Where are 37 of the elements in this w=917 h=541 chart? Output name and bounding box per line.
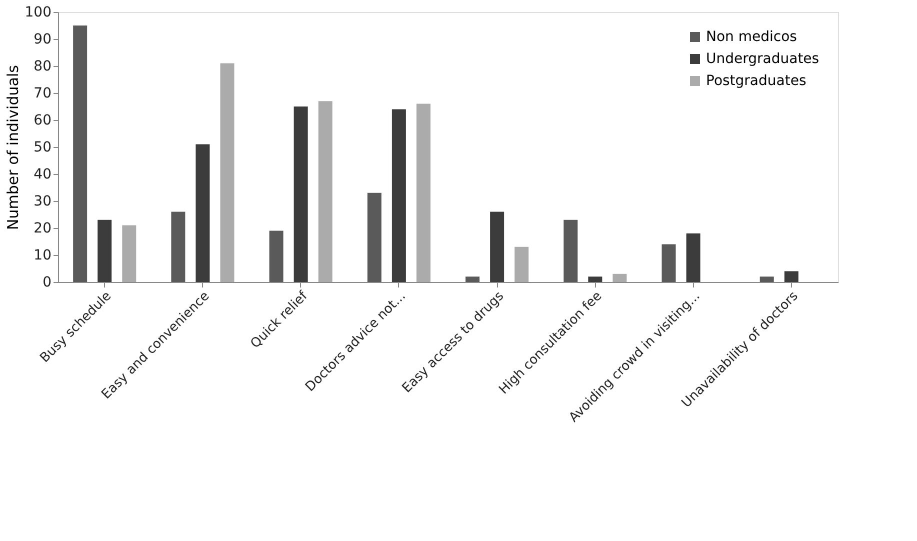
bar	[220, 63, 234, 282]
bar	[367, 192, 382, 282]
legend-label: Postgraduates	[706, 73, 806, 89]
y-tick-label: 90	[34, 32, 52, 48]
y-tick-label: 60	[34, 112, 52, 128]
y-tick-label: 80	[34, 58, 52, 74]
bar	[662, 244, 676, 282]
bar	[98, 220, 112, 282]
legend-label: Undergraduates	[706, 51, 820, 67]
bar	[392, 109, 406, 282]
bar	[73, 26, 88, 282]
bar	[318, 101, 332, 282]
bar	[122, 225, 136, 282]
bar	[294, 106, 308, 282]
bar	[269, 230, 284, 282]
y-tick-label: 10	[34, 248, 52, 264]
y-tick-label: 100	[24, 4, 52, 20]
bar	[196, 144, 210, 282]
bar	[564, 220, 578, 282]
y-tick-label: 20	[34, 220, 52, 236]
bar	[416, 104, 430, 282]
bar	[760, 276, 774, 282]
y-tick-label: 70	[34, 86, 52, 102]
bar	[514, 246, 529, 282]
y-tick-label: 30	[34, 194, 52, 210]
bar	[588, 276, 602, 282]
legend-label: Non medicos	[706, 29, 797, 45]
y-tick-label: 50	[34, 140, 52, 156]
bar	[686, 233, 700, 282]
bar	[612, 274, 627, 282]
bar	[466, 276, 480, 282]
y-tick-label: 0	[42, 274, 52, 290]
bar	[490, 212, 504, 282]
y-tick-label: 40	[34, 166, 52, 182]
bar	[784, 271, 798, 282]
bar	[171, 212, 186, 282]
y-axis-title: Number of individuals	[4, 64, 22, 230]
